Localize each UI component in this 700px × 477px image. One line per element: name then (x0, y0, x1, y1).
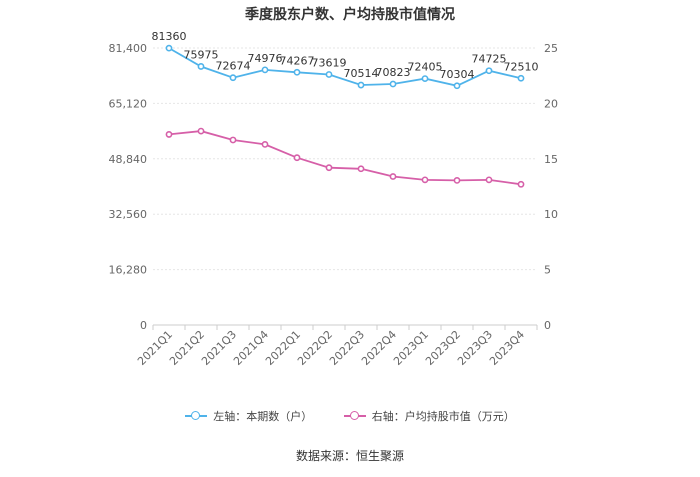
x-tick-label: 2023Q4 (487, 328, 527, 368)
data-point (325, 164, 333, 172)
y-left-tick-label: 0 (140, 319, 147, 332)
grid-layer (153, 47, 537, 271)
legend-item-left-series[interactable]: 左轴：本期数（户） (185, 408, 312, 424)
data-point (453, 177, 461, 184)
labels-layer: 81360 75975726747497674267736197051470823… (152, 30, 539, 81)
data-point (517, 180, 525, 188)
data-point (517, 74, 525, 82)
legend-marker-icon (191, 411, 201, 420)
data-label: 73619 (312, 56, 347, 69)
data-point (421, 75, 429, 83)
data-label: 81360 (152, 30, 187, 43)
data-point (325, 71, 333, 78)
y-left-tick-label: 81,400 (109, 42, 148, 55)
legend-label-right: 右轴：户均持股市值（万元） (371, 410, 515, 423)
data-point (453, 82, 461, 90)
axes-layer: 016,28032,56048,84065,12081,400051015202… (109, 42, 559, 368)
data-point (261, 66, 269, 74)
data-label: 72510 (504, 60, 539, 73)
data-label: 70304 (440, 68, 475, 81)
y-right-tick-label: 15 (544, 153, 558, 166)
y-left-tick-label: 48,840 (109, 153, 148, 166)
y-right-tick-label: 20 (544, 97, 558, 110)
y-right-tick-label: 10 (544, 208, 558, 221)
data-point (357, 81, 365, 89)
y-right-tick-label: 25 (544, 42, 558, 55)
y-right-tick-label: 0 (544, 319, 551, 332)
legend-swatch-right (343, 411, 366, 421)
y-right-tick-label: 5 (544, 264, 551, 277)
data-label: 74976 (248, 52, 283, 65)
data-point (197, 127, 205, 135)
y-left-tick-label: 65,120 (109, 97, 148, 110)
data-label: 72405 (408, 61, 443, 74)
legend-label-left: 左轴：本期数（户） (213, 410, 313, 423)
data-point (261, 140, 269, 148)
legend: 左轴：本期数（户） 右轴：户均持股市值（万元） (0, 408, 700, 424)
y-left-tick-label: 32,560 (109, 208, 148, 221)
data-point (229, 74, 237, 82)
legend-swatch-left (185, 411, 208, 421)
data-label: 74725 (472, 53, 507, 66)
data-label: 74267 (280, 54, 315, 67)
series-line-avg-holding-value (168, 130, 522, 186)
data-point (293, 154, 301, 162)
data-label: 70514 (344, 67, 379, 80)
data-label: 70823 (376, 66, 411, 79)
data-point (485, 176, 493, 184)
data-point (165, 44, 173, 52)
series-layer (165, 44, 525, 188)
legend-item-right-series[interactable]: 右轴：户均持股市值（万元） (343, 408, 515, 424)
legend-marker-icon (349, 411, 359, 420)
y-left-tick-label: 16,280 (109, 264, 148, 277)
data-point (165, 131, 173, 138)
data-label: 72674 (216, 60, 251, 73)
data-label: 75975 (184, 48, 219, 61)
data-source: 数据来源：恒生聚源 (295, 449, 404, 463)
data-point (229, 136, 237, 144)
data-point (389, 173, 397, 180)
chart-title: 季度股东户数、户均持股市值情况 (244, 6, 455, 23)
data-point (293, 68, 301, 76)
data-point (485, 67, 493, 75)
data-point (389, 80, 397, 88)
series-line-households (168, 47, 522, 87)
data-point (357, 165, 365, 173)
data-point (197, 63, 205, 70)
data-point (421, 176, 429, 184)
